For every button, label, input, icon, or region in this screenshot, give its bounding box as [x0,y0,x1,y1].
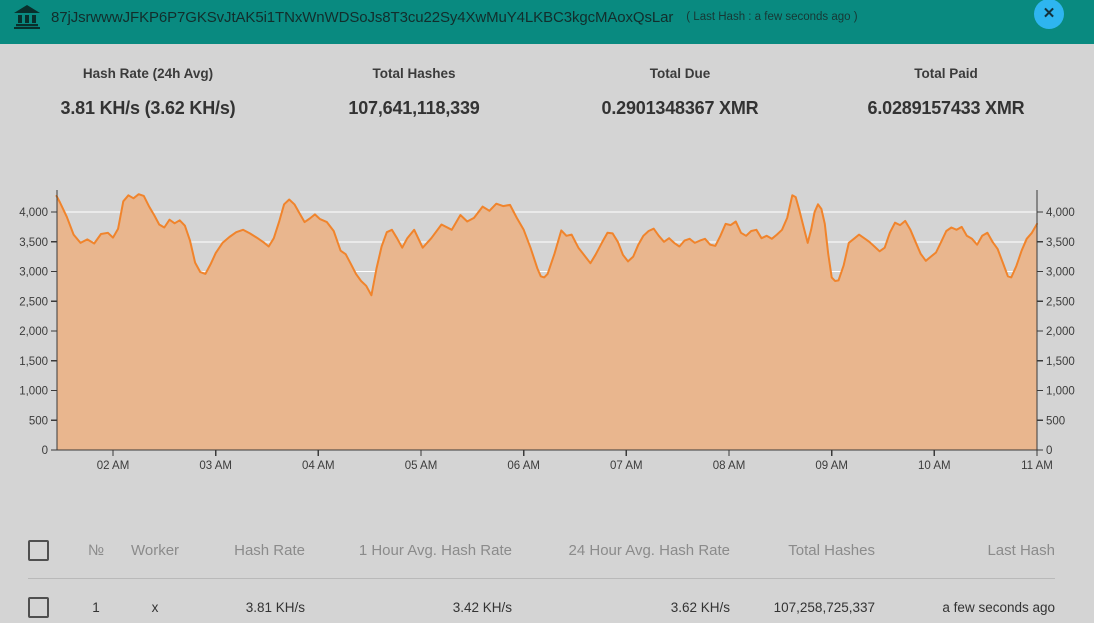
stat-total-hashes: Total Hashes 107,641,118,339 [281,66,547,119]
x-tick-label: 11 AM [1021,460,1053,472]
x-tick-label: 06 AM [507,460,540,472]
col-header-24h-avg: 24 Hour Avg. Hash Rate [568,541,730,559]
cell-total-hashes: 107,258,725,337 [773,599,875,615]
col-header-last-hash: Last Hash [987,541,1055,559]
y-tick-label-left: 4,000 [19,207,48,219]
y-tick-label-left: 3,500 [19,237,48,249]
x-tick-label: 08 AM [713,460,746,472]
x-tick-label: 09 AM [815,460,848,472]
y-tick-label-right: 2,000 [1046,326,1075,338]
y-tick-label-right: 2,500 [1046,296,1075,308]
stat-label: Total Hashes [372,66,456,81]
row-checkbox[interactable] [28,596,49,618]
x-tick-label: 05 AM [405,460,438,472]
cell-24h-avg: 3.62 KH/s [670,599,730,615]
cell-number: 1 [92,599,100,615]
workers-table-body: 1 x 3.81 KH/s 3.42 KH/s 3.62 KH/s 107,258,725… [28,579,1055,623]
y-tick-label-right: 1,500 [1046,356,1075,368]
stat-total-due: Total Due 0.2901348367 XMR [547,66,813,119]
cell-1h-avg: 3.42 KH/s [452,599,512,615]
wallet-address: 87jJsrwwwJFKP6P7GKSvJtAK5i1TNxWnWDSoJs8T… [51,8,674,26]
x-tick-label: 02 AM [97,460,130,472]
x-tick-label: 10 AM [918,460,951,472]
hashrate-chart-svg: 0 0 500 500 1,000 1,000 1,500 1,500 2,000 2,000 2,… [19,190,1075,472]
y-tick-label-right: 3,500 [1046,237,1075,249]
hashrate-chart: 0 0 500 500 1,000 1,000 1,500 1,500 2,000 2,000 2,… [0,178,1094,483]
bank-icon [14,5,40,29]
workers-table-header: № Worker Hash Rate 1 Hour Avg. Hash Rate… [28,522,1055,578]
y-tick-label-right: 1,000 [1046,386,1075,398]
col-header-total-hashes: Total Hashes [788,541,875,559]
x-tick-label: 04 AM [302,460,335,472]
hashrate-line [55,193,1038,297]
stat-label: Hash Rate (24h Avg) [82,66,214,81]
stats-summary: Hash Rate (24h Avg) 3.81 KH/s (3.62 KH/s… [15,66,1079,119]
hashrate-area-fill [56,194,1037,450]
y-tick-label-left: 2,500 [19,296,48,308]
y-tick-label-left: 0 [42,445,48,457]
stat-hash-rate: Hash Rate (24h Avg) 3.81 KH/s (3.62 KH/s… [15,66,281,119]
stat-label: Total Due [649,66,711,81]
x-tick-label: 03 AM [199,460,232,472]
x-tick-label: 07 AM [610,460,643,472]
y-tick-label-left: 500 [29,415,48,427]
col-header-worker: Worker [130,541,180,559]
workers-table: № Worker Hash Rate 1 Hour Avg. Hash Rate… [28,522,1055,623]
stat-value: 6.0289157433 XMR [867,98,1025,118]
modal-header: 87jJsrwwwJFKP6P7GKSvJtAK5i1TNxWnWDSoJs8T… [0,0,1094,44]
y-tick-label-left: 3,000 [19,267,48,279]
cell-last-hash: a few seconds ago [942,599,1055,615]
close-button[interactable]: ✕ [1034,0,1064,29]
table-divider [28,578,1055,579]
y-tick-label-right: 500 [1046,415,1065,427]
y-tick-label-right: 3,000 [1046,267,1075,279]
stat-value: 107,641,118,339 [348,98,480,118]
cell-hash-rate: 3.81 KH/s [245,599,305,615]
table-row: 1 x 3.81 KH/s 3.42 KH/s 3.62 KH/s 107,258,725… [28,579,1055,623]
y-tick-label-right: 4,000 [1046,207,1075,219]
col-header-number: № [87,541,105,559]
close-icon: ✕ [1042,5,1056,22]
y-tick-label-right: 0 [1046,445,1052,457]
cell-worker: x [151,599,159,615]
stat-total-paid: Total Paid 6.0289157433 XMR [813,66,1079,119]
stat-value: 0.2901348367 XMR [601,98,759,118]
y-tick-label-left: 1,000 [19,386,48,398]
col-header-hash-rate: Hash Rate [234,541,305,559]
select-all-checkbox[interactable] [28,539,49,561]
stat-value: 3.81 KH/s (3.62 KH/s) [60,98,236,118]
stat-label: Total Paid [914,66,978,81]
last-hash-note: ( Last Hash : a few seconds ago ) [686,11,858,23]
col-header-1h-avg: 1 Hour Avg. Hash Rate [358,541,512,559]
y-tick-label-left: 1,500 [19,356,48,368]
y-tick-label-left: 2,000 [19,326,48,338]
